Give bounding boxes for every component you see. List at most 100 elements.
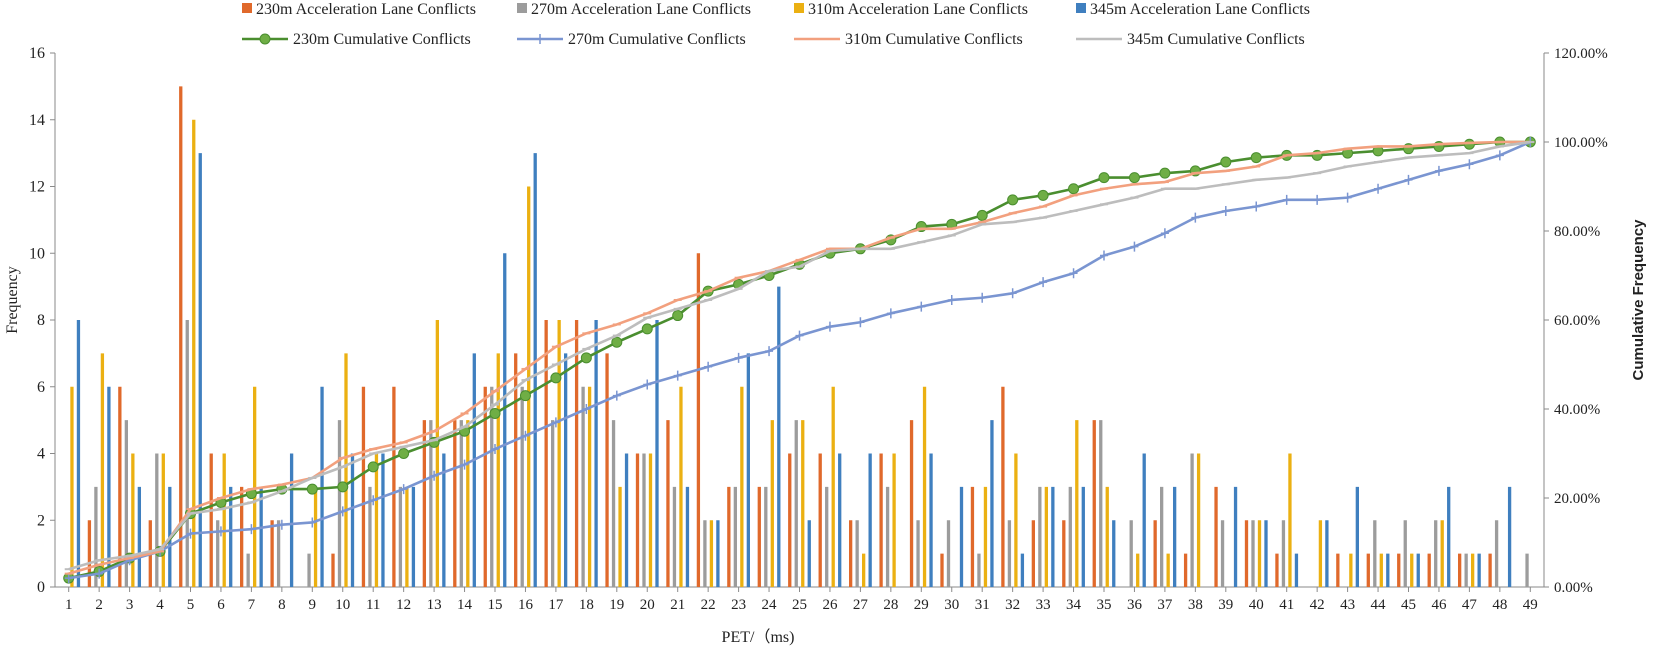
bar: [422, 420, 427, 587]
line-marker: [460, 459, 469, 470]
bar: [155, 453, 159, 587]
line-marker: [1434, 165, 1443, 176]
x-tick-label: 45: [1401, 597, 1416, 613]
bar: [276, 520, 281, 587]
bar: [466, 420, 470, 587]
line-marker: [612, 390, 621, 401]
x-tick-label: 27: [853, 597, 869, 613]
bar: [868, 453, 872, 587]
x-tick-label: 4: [156, 597, 164, 613]
bar: [259, 486, 263, 587]
bar: [1062, 520, 1066, 587]
bar: [246, 553, 250, 587]
bar: [1366, 553, 1370, 587]
bar: [990, 420, 994, 587]
line-marker: [1068, 183, 1080, 195]
x-tick-label: 13: [427, 597, 442, 613]
bar: [1136, 553, 1140, 587]
line-marker: [582, 404, 591, 414]
bar: [1397, 553, 1401, 587]
x-tick-label: 38: [1188, 597, 1203, 613]
bar: [442, 453, 446, 587]
bar: [435, 320, 440, 587]
bar: [624, 453, 629, 587]
line-marker: [765, 346, 774, 357]
y-tick-label: 2: [37, 512, 45, 529]
bar: [222, 453, 226, 587]
bar: [70, 386, 74, 587]
bar: [1092, 420, 1096, 587]
x-tick-label: 11: [366, 597, 380, 613]
bar: [696, 253, 701, 587]
x-tick-label: 39: [1218, 597, 1233, 613]
bar: [453, 420, 457, 587]
legend-marker: [536, 34, 544, 44]
line-marker: [308, 517, 317, 528]
bar: [1044, 486, 1048, 587]
x-tick-label: 21: [670, 597, 685, 613]
bar: [818, 453, 822, 587]
bar: [490, 386, 494, 587]
bar: [1447, 486, 1451, 587]
legend-label: 270m Acceleration Lane Conflicts: [531, 1, 751, 18]
line-marker: [1495, 150, 1504, 161]
x-tick-label: 41: [1279, 597, 1294, 613]
bar: [1183, 553, 1188, 587]
bar: [289, 453, 294, 587]
bar: [429, 420, 433, 587]
bar: [1196, 453, 1201, 587]
bar: [1068, 486, 1072, 587]
cumulative-line: [68, 140, 1531, 580]
bar: [1099, 420, 1103, 587]
bar: [459, 420, 463, 587]
bar: [885, 486, 890, 587]
bar: [1427, 553, 1431, 587]
bar: [1440, 520, 1444, 587]
x-tick-label: 1: [65, 597, 73, 613]
line-marker: [399, 484, 408, 495]
line-marker: [277, 519, 286, 530]
line-marker: [369, 495, 378, 506]
line-marker: [672, 310, 684, 322]
x-tick-label: 25: [792, 597, 807, 613]
bar: [929, 453, 933, 587]
bar: [179, 86, 183, 587]
bar: [344, 353, 348, 587]
bar: [1007, 520, 1012, 587]
x-tick-label: 19: [609, 597, 624, 613]
bar: [392, 386, 396, 587]
bar: [940, 553, 944, 587]
bar: [1403, 520, 1407, 587]
bar: [1081, 486, 1085, 587]
x-tick-label: 5: [187, 597, 195, 613]
legend-label: 270m Cumulative Conflicts: [568, 31, 746, 48]
x-tick-label: 23: [731, 597, 746, 613]
line-marker: [611, 336, 623, 348]
bar: [137, 486, 142, 587]
bar: [807, 520, 811, 587]
line-marker: [641, 323, 653, 335]
bar: [240, 486, 244, 587]
x-tick-label: 12: [396, 597, 411, 613]
bar: [1288, 453, 1292, 587]
line-marker: [1160, 228, 1169, 239]
line-marker: [1069, 268, 1078, 279]
x-tick-label: 40: [1249, 597, 1264, 613]
bar: [587, 386, 592, 587]
axes: 02468101214160.00%20.00%40.00%60.00%80.0…: [29, 45, 1608, 613]
legend-label: 310m Acceleration Lane Conflicts: [808, 1, 1028, 18]
x-tick-label: 15: [488, 597, 503, 613]
bar: [100, 353, 105, 587]
line-marker: [1252, 201, 1261, 212]
bar: [794, 420, 798, 587]
x-tick-label: 31: [975, 597, 990, 613]
bar: [746, 353, 751, 587]
x-tick-label: 32: [1005, 597, 1020, 613]
bar: [1031, 520, 1035, 587]
bar: [520, 386, 524, 587]
bar: [1464, 553, 1468, 587]
line-marker: [247, 524, 256, 535]
line-marker: [1039, 277, 1048, 288]
bar: [185, 320, 189, 587]
bar: [983, 486, 988, 587]
